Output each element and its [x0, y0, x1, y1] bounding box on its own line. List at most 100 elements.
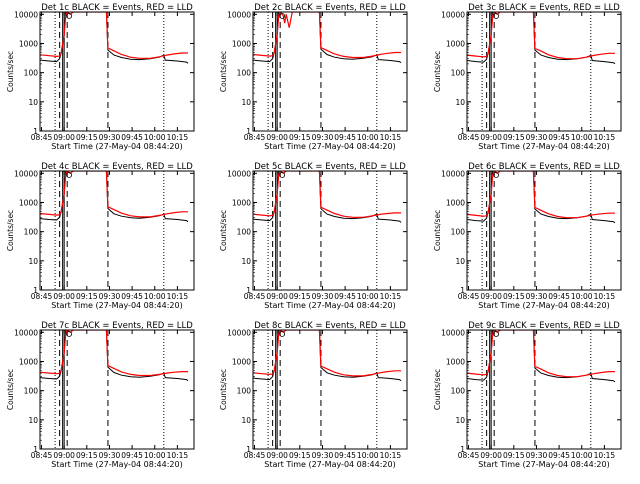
y-tick-label: 1 [460, 445, 465, 454]
x-tick-label: 09:45 [334, 292, 356, 301]
plot-frame [466, 170, 622, 291]
x-tick-label: 09:45 [548, 451, 570, 460]
y-tick-label: 100 [237, 387, 252, 396]
y-tick-label: 100 [451, 387, 466, 396]
series-lld-line [467, 171, 615, 219]
series-lld-line [253, 330, 401, 377]
x-tick-label: 08:45 [244, 451, 266, 460]
series-lld-line [40, 12, 188, 59]
x-tick-label: 09:45 [334, 133, 356, 142]
x-axis-label: Start Time (27-May-04 08:44:20) [264, 301, 395, 310]
y-tick-label: 10000 [441, 328, 465, 337]
chart-title: Det 1c BLACK = Events, RED = LLD [41, 3, 193, 13]
x-tick-label: 09:15 [503, 133, 525, 142]
y-tick-label: 1000 [19, 198, 38, 207]
series-events-line [40, 330, 189, 382]
x-axis-label: Start Time (27-May-04 08:44:20) [264, 142, 395, 151]
detector-panel-3: Det 3c BLACK = Events, RED = LLD 1 10 100 10… [433, 3, 622, 151]
x-tick-label: 08:45 [244, 292, 266, 301]
y-axis-label: Counts/sec [6, 369, 15, 410]
x-tick-label: 10:00 [144, 451, 166, 460]
x-tick-label: 09:15 [289, 451, 311, 460]
y-tick-label: 1 [246, 445, 251, 454]
y-tick-label: 1 [460, 127, 465, 136]
y-tick-label: 100 [237, 69, 252, 78]
x-tick-label: 08:45 [458, 292, 480, 301]
y-tick-label: 1 [33, 286, 38, 295]
series-lld-line [40, 330, 188, 377]
x-tick-label: 09:30 [526, 292, 548, 301]
plot-frame [252, 329, 408, 450]
x-tick-label: 09:45 [548, 292, 570, 301]
y-tick-label: 1 [33, 127, 38, 136]
series-lld-line [40, 171, 188, 218]
detector-panel-1: Det 1c BLACK = Events, RED = LLD 1 10 100 10… [6, 3, 195, 151]
x-tick-label: 10:00 [571, 292, 593, 301]
marker-circle [66, 172, 73, 178]
x-tick-label: 09:30 [99, 292, 121, 301]
y-tick-label: 1 [460, 286, 465, 295]
x-axis-label: Start Time (27-May-04 08:44:20) [478, 142, 609, 151]
chart-title: Det 3c BLACK = Events, RED = LLD [468, 3, 620, 13]
x-tick-label: 09:00 [53, 451, 75, 460]
y-tick-label: 10 [28, 257, 38, 266]
y-tick-label: 10 [28, 98, 38, 107]
chart-title: Det 9c BLACK = Events, RED = LLD [468, 321, 620, 331]
y-tick-label: 10 [241, 257, 251, 266]
y-tick-label: 10000 [14, 10, 38, 19]
x-tick-label: 10:15 [594, 451, 616, 460]
x-tick-label: 09:15 [289, 292, 311, 301]
marker-circle [66, 331, 73, 337]
x-tick-label: 08:45 [31, 451, 53, 460]
x-axis-label: Start Time (27-May-04 08:44:20) [264, 460, 395, 469]
x-tick-label: 09:00 [480, 133, 502, 142]
x-tick-label: 09:00 [266, 292, 288, 301]
x-tick-label: 10:15 [380, 133, 402, 142]
y-tick-label: 10000 [441, 10, 465, 19]
x-tick-label: 10:00 [571, 133, 593, 142]
x-tick-label: 10:00 [357, 133, 379, 142]
x-tick-label: 08:45 [458, 451, 480, 460]
plot-frame [39, 11, 195, 132]
x-tick-label: 09:30 [526, 133, 548, 142]
y-tick-label: 100 [451, 228, 466, 237]
detector-panel-7: Det 7c BLACK = Events, RED = LLD 1 10 100 10… [6, 321, 195, 469]
x-tick-label: 09:00 [266, 451, 288, 460]
y-axis-label: Counts/sec [433, 210, 442, 251]
y-axis-label: Counts/sec [6, 51, 15, 92]
y-tick-label: 10 [241, 416, 251, 425]
x-tick-label: 09:30 [312, 451, 334, 460]
chart-title: Det 5c BLACK = Events, RED = LLD [254, 162, 406, 172]
detector-panel-2: Det 2c BLACK = Events, RED = LLD 1 10 100 10… [219, 3, 408, 151]
y-tick-label: 100 [24, 69, 39, 78]
y-tick-label: 100 [24, 387, 39, 396]
x-axis-label: Start Time (27-May-04 08:44:20) [51, 142, 182, 151]
marker-circle [493, 13, 500, 19]
y-tick-label: 1000 [232, 198, 251, 207]
marker-circle [493, 172, 500, 178]
x-tick-label: 10:15 [167, 292, 189, 301]
y-tick-label: 10 [455, 416, 465, 425]
x-tick-label: 10:15 [167, 451, 189, 460]
marker-circle [66, 13, 73, 19]
x-tick-label: 08:45 [31, 133, 53, 142]
x-axis-label: Start Time (27-May-04 08:44:20) [478, 301, 609, 310]
x-tick-label: 09:45 [121, 133, 143, 142]
chart-title: Det 2c BLACK = Events, RED = LLD [254, 3, 406, 13]
y-axis-label: Counts/sec [219, 369, 228, 410]
y-tick-label: 10000 [227, 10, 251, 19]
x-tick-label: 09:00 [53, 292, 75, 301]
series-events-line [40, 171, 189, 223]
detector-panel-9: Det 9c BLACK = Events, RED = LLD 1 10 100 10… [433, 321, 622, 469]
x-tick-label: 10:15 [594, 133, 616, 142]
detector-panel-4: Det 4c BLACK = Events, RED = LLD 1 10 100 10… [6, 162, 195, 310]
x-tick-label: 09:45 [548, 133, 570, 142]
chart-title: Det 6c BLACK = Events, RED = LLD [468, 162, 620, 172]
x-axis-label: Start Time (27-May-04 08:44:20) [478, 460, 609, 469]
series-events-line [467, 330, 616, 383]
x-tick-label: 10:15 [594, 292, 616, 301]
plot-frame [39, 329, 195, 450]
x-tick-label: 09:00 [266, 133, 288, 142]
y-tick-label: 1 [246, 286, 251, 295]
